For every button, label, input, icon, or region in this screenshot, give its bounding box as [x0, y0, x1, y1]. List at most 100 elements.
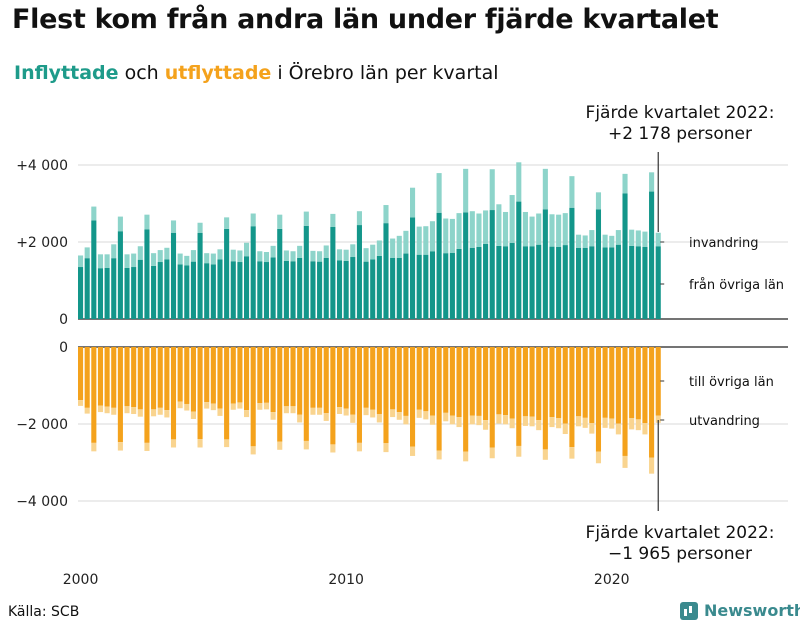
bar-invandring: [516, 162, 522, 202]
bar-invandring: [224, 217, 230, 229]
bar-till-ovriga-lan: [277, 347, 283, 442]
bar-fran-ovriga-lan: [303, 225, 309, 319]
bar-invandring: [78, 255, 84, 268]
bar-utvandring: [376, 413, 382, 423]
bar-utvandring: [336, 407, 343, 414]
bar-invandring: [569, 176, 575, 208]
bar-till-ovriga-lan: [483, 347, 489, 421]
bar-utvandring: [290, 406, 296, 414]
bar-fran-ovriga-lan: [476, 247, 482, 319]
bar-utvandring: [157, 407, 163, 415]
bar-fran-ovriga-lan: [290, 261, 296, 319]
bar-till-ovriga-lan: [144, 347, 150, 443]
bar-till-ovriga-lan: [496, 347, 502, 415]
bar-utvandring: [396, 412, 402, 420]
bar-utvandring: [190, 411, 196, 419]
bar-till-ovriga-lan: [522, 347, 528, 417]
bar-fran-ovriga-lan: [210, 264, 216, 319]
bar-invandring: [197, 222, 203, 233]
bar-invandring: [463, 168, 469, 213]
annotation-lower-value: −1 965 personer: [608, 544, 752, 564]
bar-fran-ovriga-lan: [456, 248, 462, 319]
bar-utvandring: [250, 446, 256, 455]
bar-till-ovriga-lan: [330, 347, 336, 445]
bar-till-ovriga-lan: [489, 347, 495, 448]
bar-till-ovriga-lan: [655, 347, 661, 416]
bar-invandring: [283, 250, 289, 261]
bar-fran-ovriga-lan: [244, 256, 250, 319]
end-label-till-ovriga-lan: till övriga län: [689, 375, 774, 390]
bar-utvandring: [370, 409, 376, 418]
bar-invandring: [217, 249, 223, 260]
bar-utvandring: [649, 457, 655, 474]
bar-fran-ovriga-lan: [124, 267, 130, 319]
bar-invandring: [469, 211, 475, 248]
bar-utvandring: [151, 409, 157, 417]
bar-invandring: [184, 255, 190, 266]
bar-till-ovriga-lan: [383, 347, 389, 444]
bar-utvandring: [224, 439, 230, 448]
bar-till-ovriga-lan: [410, 347, 416, 447]
bar-utvandring: [111, 407, 117, 415]
bar-utvandring: [204, 402, 210, 409]
bar-till-ovriga-lan: [609, 347, 615, 419]
bar-till-ovriga-lan: [336, 347, 343, 408]
bar-utvandring: [449, 415, 455, 425]
subtitle-utflyttade: utflyttade: [164, 62, 272, 84]
subtitle-rest: i Örebro län per kvartal: [271, 62, 499, 84]
chart-title: Flest kom från andra län under fjärde kv…: [12, 4, 719, 35]
lower-y-tick-label: −2 000: [16, 417, 68, 433]
bar-utvandring: [476, 415, 482, 426]
bar-utvandring: [403, 415, 409, 425]
bar-fran-ovriga-lan: [635, 246, 641, 319]
bar-invandring: [410, 187, 416, 218]
bar-till-ovriga-lan: [97, 347, 104, 406]
bar-invandring: [170, 220, 177, 233]
bar-utvandring: [78, 400, 84, 406]
bar-fran-ovriga-lan: [469, 247, 475, 319]
bar-fran-ovriga-lan: [423, 254, 429, 319]
bar-till-ovriga-lan: [622, 347, 628, 456]
bar-invandring: [522, 211, 528, 247]
bar-utvandring: [210, 403, 216, 411]
bar-fran-ovriga-lan: [502, 246, 509, 319]
bar-fran-ovriga-lan: [602, 247, 608, 319]
bar-fran-ovriga-lan: [190, 261, 196, 319]
bar-fran-ovriga-lan: [370, 259, 376, 319]
bar-invandring: [429, 221, 436, 252]
bar-till-ovriga-lan: [456, 347, 462, 418]
bar-invandring: [562, 213, 568, 246]
bar-fran-ovriga-lan: [97, 268, 104, 319]
bar-till-ovriga-lan: [595, 347, 602, 452]
bar-utvandring: [469, 415, 475, 425]
bar-till-ovriga-lan: [190, 347, 196, 412]
bar-till-ovriga-lan: [137, 347, 143, 410]
bar-invandring: [363, 248, 369, 262]
bar-till-ovriga-lan: [635, 347, 641, 420]
bar-fran-ovriga-lan: [317, 261, 323, 319]
bar-till-ovriga-lan: [549, 347, 555, 418]
bar-utvandring: [562, 423, 568, 435]
bar-till-ovriga-lan: [237, 347, 243, 403]
bar-utvandring: [383, 443, 389, 453]
bar-fran-ovriga-lan: [164, 259, 170, 319]
bar-utvandring: [144, 442, 150, 451]
bar-invandring: [343, 249, 349, 261]
bar-utvandring: [489, 447, 495, 459]
bar-fran-ovriga-lan: [622, 193, 628, 319]
bar-fran-ovriga-lan: [489, 210, 495, 319]
bar-fran-ovriga-lan: [131, 267, 137, 319]
bar-till-ovriga-lan: [350, 347, 356, 415]
bar-fran-ovriga-lan: [104, 267, 110, 319]
bar-utvandring: [496, 414, 502, 424]
bar-invandring: [257, 251, 263, 262]
bar-till-ovriga-lan: [170, 347, 177, 440]
bar-fran-ovriga-lan: [615, 244, 621, 319]
bar-invandring: [582, 235, 588, 248]
bar-fran-ovriga-lan: [609, 247, 615, 319]
subtitle-och: och: [118, 62, 165, 84]
bar-fran-ovriga-lan: [463, 212, 469, 319]
bar-till-ovriga-lan: [516, 347, 522, 446]
bar-invandring: [270, 245, 276, 258]
bar-utvandring: [197, 439, 203, 448]
